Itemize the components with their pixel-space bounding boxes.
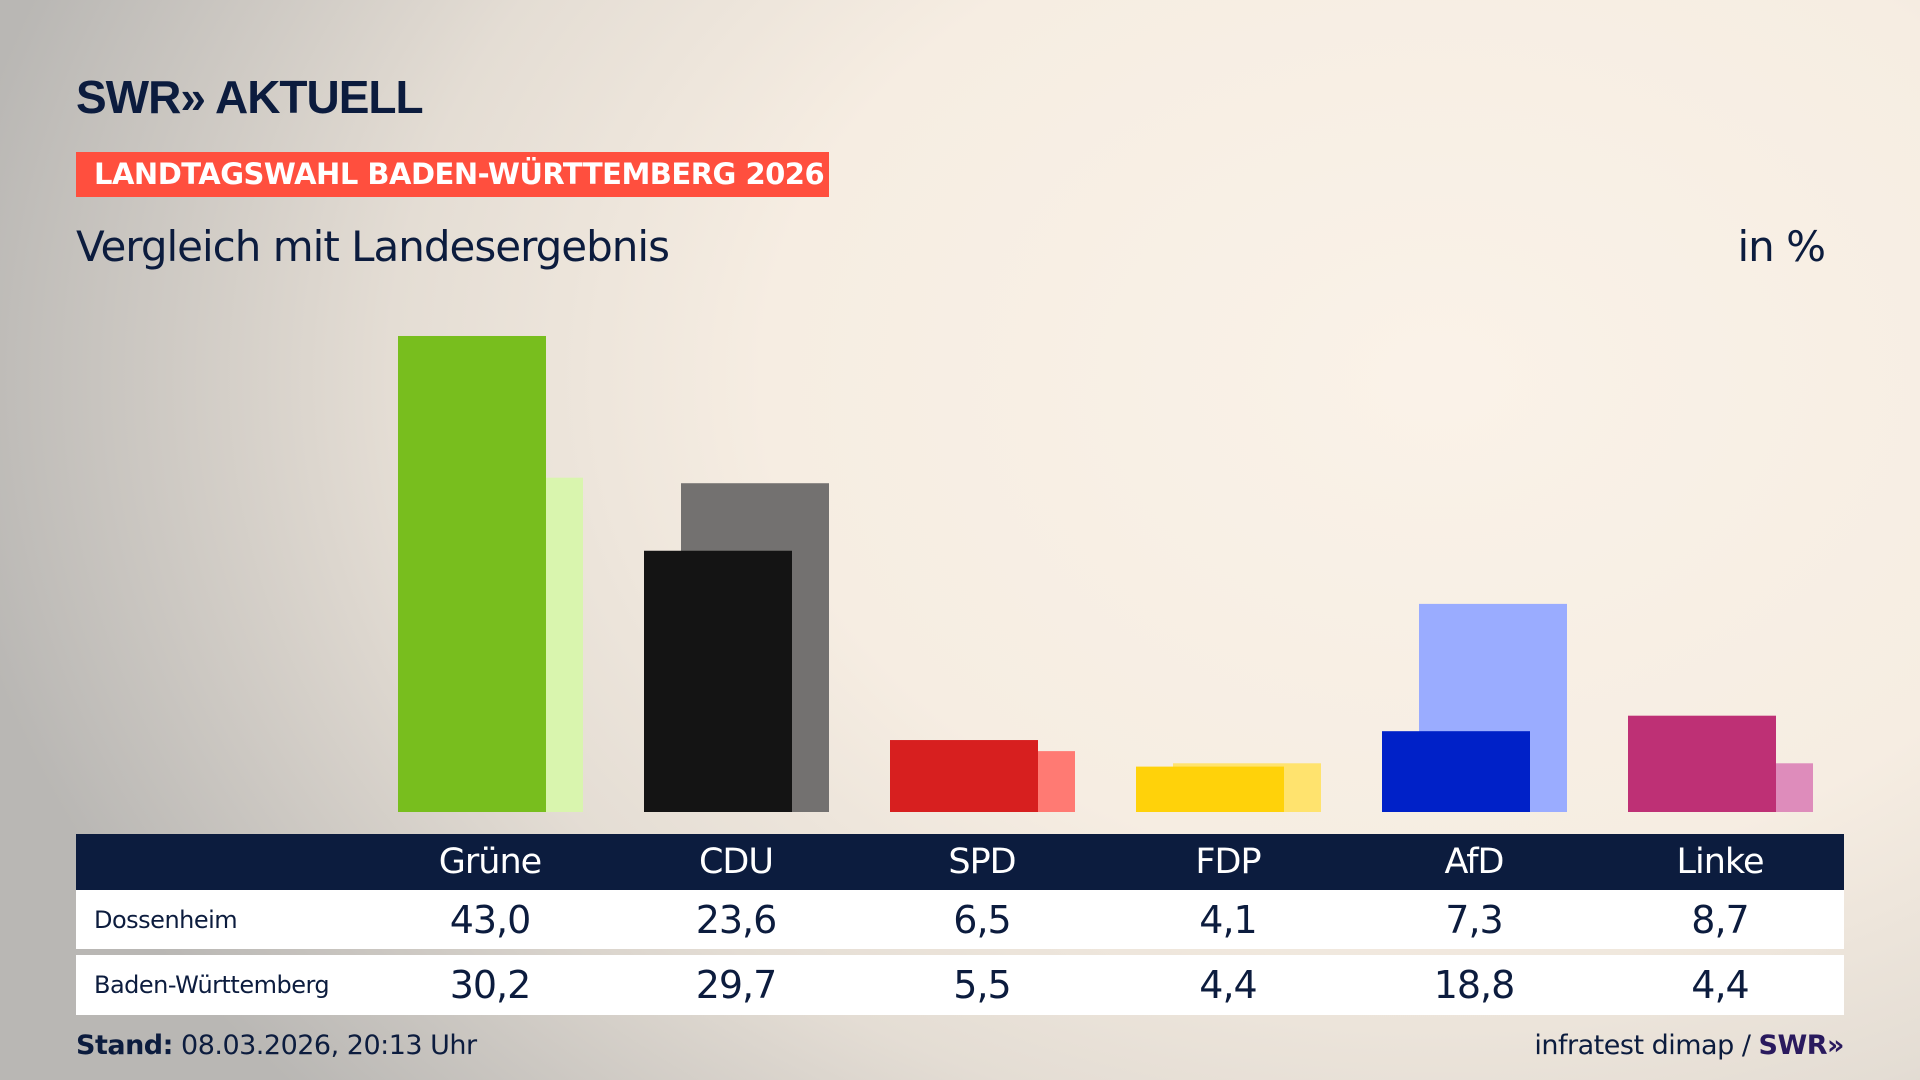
value-cell: 4,4 xyxy=(1691,963,1749,1007)
value-cell: 4,1 xyxy=(1199,897,1257,942)
stand-label: Stand: xyxy=(76,1030,173,1061)
value-cell: 30,2 xyxy=(449,963,532,1007)
unit-label: in % xyxy=(1737,222,1826,271)
header-fdp: FDP xyxy=(1195,842,1261,882)
row-label: Baden-Württemberg xyxy=(94,971,330,999)
header-afd: AfD xyxy=(1444,842,1505,882)
value-cell: 5,5 xyxy=(953,963,1011,1007)
value-cell: 23,6 xyxy=(695,897,778,942)
source-text: infratest dimap / xyxy=(1534,1030,1751,1061)
header-gruene: Grüne xyxy=(438,842,542,882)
value-cell: 18,8 xyxy=(1433,963,1516,1007)
value-cell: 8,7 xyxy=(1691,897,1749,942)
stand-value: 08.03.2026, 20:13 Uhr xyxy=(181,1030,477,1061)
table-header: Grüne CDU SPD FDP AfD Linke xyxy=(76,834,1844,890)
swr-aktuell-logo: SWR» AKTUELL xyxy=(76,71,424,123)
row-label: Dossenheim xyxy=(94,905,238,934)
value-cell: 43,0 xyxy=(449,897,532,942)
swr-logo: SWR» xyxy=(1758,1030,1845,1061)
header-spd: SPD xyxy=(948,842,1016,882)
value-cell: 7,3 xyxy=(1445,897,1503,942)
header-cdu: CDU xyxy=(698,842,774,882)
bar-dossenheim-spd xyxy=(890,740,1038,812)
value-cell: 4,4 xyxy=(1199,963,1257,1007)
source: infratest dimap / SWR» xyxy=(1534,1030,1844,1061)
table-row: Dossenheim 43,0 23,6 6,5 4,1 7,3 8,7 xyxy=(76,890,1844,949)
timestamp: Stand: 08.03.2026, 20:13 Uhr xyxy=(76,1030,477,1061)
bar-dossenheim-afd xyxy=(1382,731,1530,812)
value-cell: 29,7 xyxy=(695,963,778,1007)
bar-dossenheim-linke xyxy=(1628,715,1776,812)
table-row: Baden-Württemberg 30,2 29,7 5,5 4,4 18,8… xyxy=(76,955,1844,1015)
bar-dossenheim-grüne xyxy=(398,335,546,812)
bar-dossenheim-fdp xyxy=(1136,766,1284,812)
value-cell: 6,5 xyxy=(953,897,1011,942)
header-linke: Linke xyxy=(1676,842,1765,882)
election-banner: LANDTAGSWAHL BADEN-WÜRTTEMBERG 2026 xyxy=(76,152,829,197)
chart-subtitle: Vergleich mit Landesergebnis xyxy=(76,222,670,271)
bar-dossenheim-cdu xyxy=(644,550,792,812)
